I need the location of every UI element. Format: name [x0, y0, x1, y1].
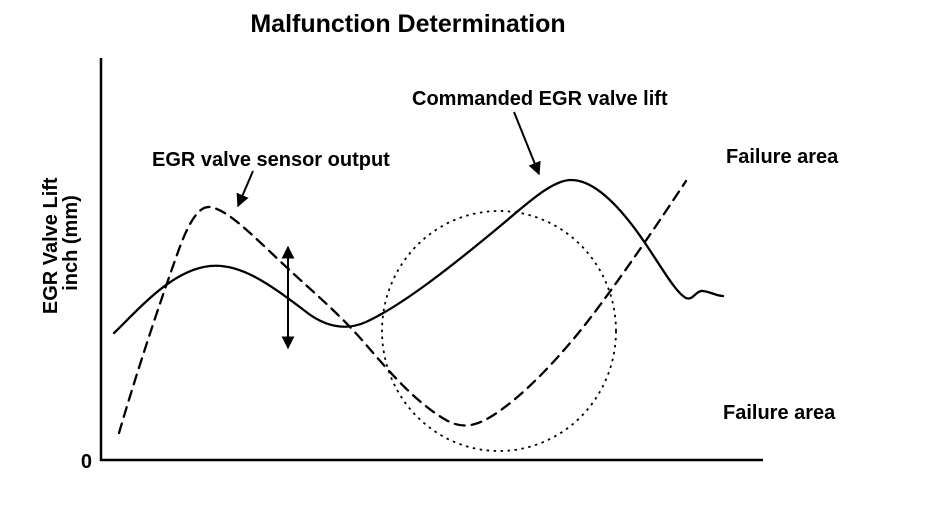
- y-axis-label-line2: inch (mm): [60, 195, 82, 291]
- failure-area-label-bottom: Failure area: [723, 402, 836, 424]
- diagram-title: Malfunction Determination: [250, 10, 565, 38]
- failure-area-label-top: Failure area: [726, 146, 839, 168]
- commanded-egr-curve: [112, 178, 725, 335]
- y-axis-label-line1: EGR Valve Lift: [40, 177, 62, 314]
- sensor-label-arrow-icon: [236, 170, 254, 208]
- commanded-label-arrow-icon: [513, 111, 541, 176]
- failure-region-circle: [381, 210, 617, 452]
- sensor-output-curve: [117, 179, 688, 435]
- y-axis-label: EGR Valve Lift inch (mm): [40, 172, 82, 314]
- origin-label: 0: [81, 451, 92, 473]
- commanded-curve-label: Commanded EGR valve lift: [412, 88, 668, 110]
- sensor-curve-label: EGR valve sensor output: [152, 149, 390, 171]
